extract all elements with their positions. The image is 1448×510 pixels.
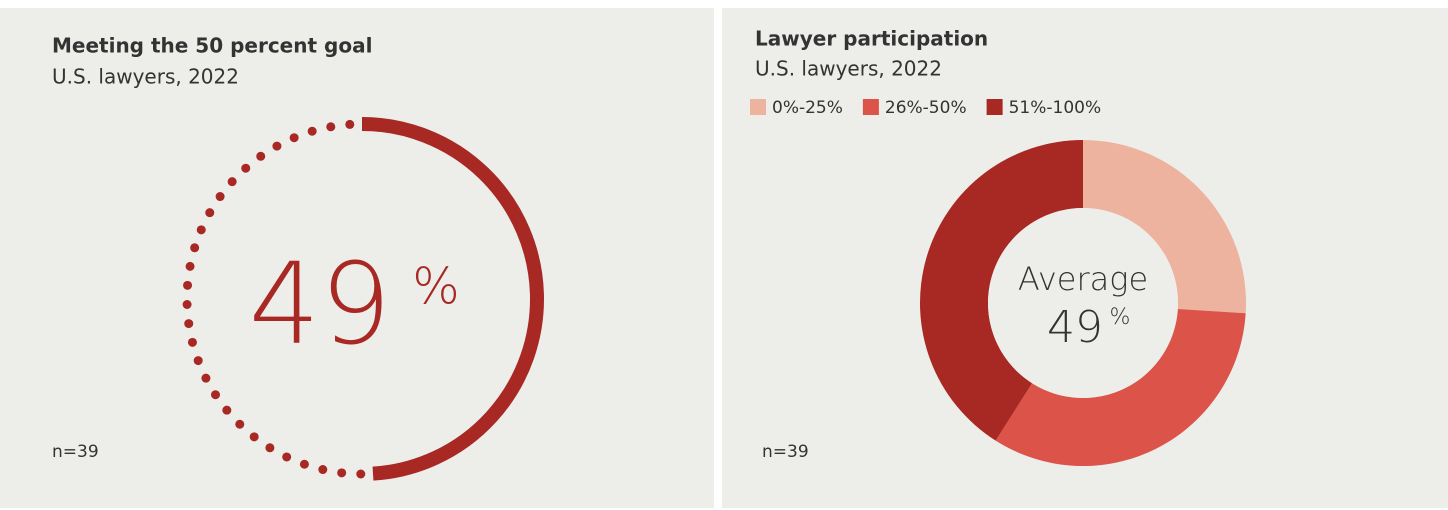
gauge-dot bbox=[193, 356, 203, 366]
gauge-dot bbox=[299, 459, 309, 469]
gauge-dot bbox=[235, 419, 245, 429]
legend-swatch bbox=[986, 99, 1003, 115]
gauge-dot bbox=[345, 119, 355, 129]
gauge-dot bbox=[183, 280, 193, 290]
gauge-dot bbox=[187, 337, 197, 347]
gauge-dot bbox=[326, 122, 336, 132]
chart-subtitle: U.S. lawyers, 2022 bbox=[52, 65, 239, 89]
center-value: 49 bbox=[1047, 302, 1103, 353]
chart-title: Lawyer participation bbox=[755, 27, 988, 51]
gauge-dot bbox=[182, 299, 192, 309]
gauge-dot bbox=[241, 163, 251, 173]
gauge-dot bbox=[272, 141, 282, 151]
legend-label: 51%-100% bbox=[1009, 98, 1102, 118]
donut-segment bbox=[995, 308, 1246, 466]
gauge-dot bbox=[227, 177, 237, 187]
gauge-dot bbox=[210, 390, 220, 400]
legend-label: 26%-50% bbox=[885, 98, 967, 118]
note: n=39 bbox=[762, 442, 809, 462]
gauge-dot bbox=[201, 373, 211, 383]
gauge-value: 49 bbox=[249, 240, 392, 370]
gauge-unit: % bbox=[412, 258, 460, 316]
gauge-dot bbox=[222, 405, 232, 415]
gauge-dot bbox=[196, 225, 206, 235]
gauge-dot bbox=[215, 192, 225, 202]
gauge-dot bbox=[318, 465, 328, 475]
panel bbox=[0, 8, 714, 508]
gauge-dot bbox=[265, 443, 275, 453]
center-label: Average bbox=[1018, 260, 1148, 298]
gauge-dot bbox=[184, 319, 194, 329]
gauge-dot bbox=[185, 261, 195, 271]
gauge-dot bbox=[356, 469, 366, 479]
gauge-dot bbox=[249, 432, 259, 442]
chart-title: Meeting the 50 percent goal bbox=[52, 34, 372, 58]
gauge-dot bbox=[190, 243, 200, 253]
note: n=39 bbox=[52, 442, 99, 462]
donut-segment bbox=[919, 140, 1083, 441]
gauge-dot bbox=[282, 452, 292, 462]
gauge-dot bbox=[337, 468, 347, 478]
center-unit: % bbox=[1110, 305, 1131, 330]
gauge-dot bbox=[256, 151, 266, 161]
gauge-dot bbox=[307, 126, 317, 136]
legend-label: 0%-25% bbox=[772, 98, 843, 118]
chart-subtitle: U.S. lawyers, 2022 bbox=[755, 57, 942, 81]
legend-swatch bbox=[862, 99, 879, 115]
gauge-dot bbox=[205, 208, 215, 218]
donut-hole bbox=[988, 208, 1178, 398]
donut-segment bbox=[1083, 140, 1246, 314]
legend-swatch bbox=[750, 99, 766, 115]
gauge-dot bbox=[289, 133, 299, 143]
gauge-arc bbox=[361, 117, 545, 481]
